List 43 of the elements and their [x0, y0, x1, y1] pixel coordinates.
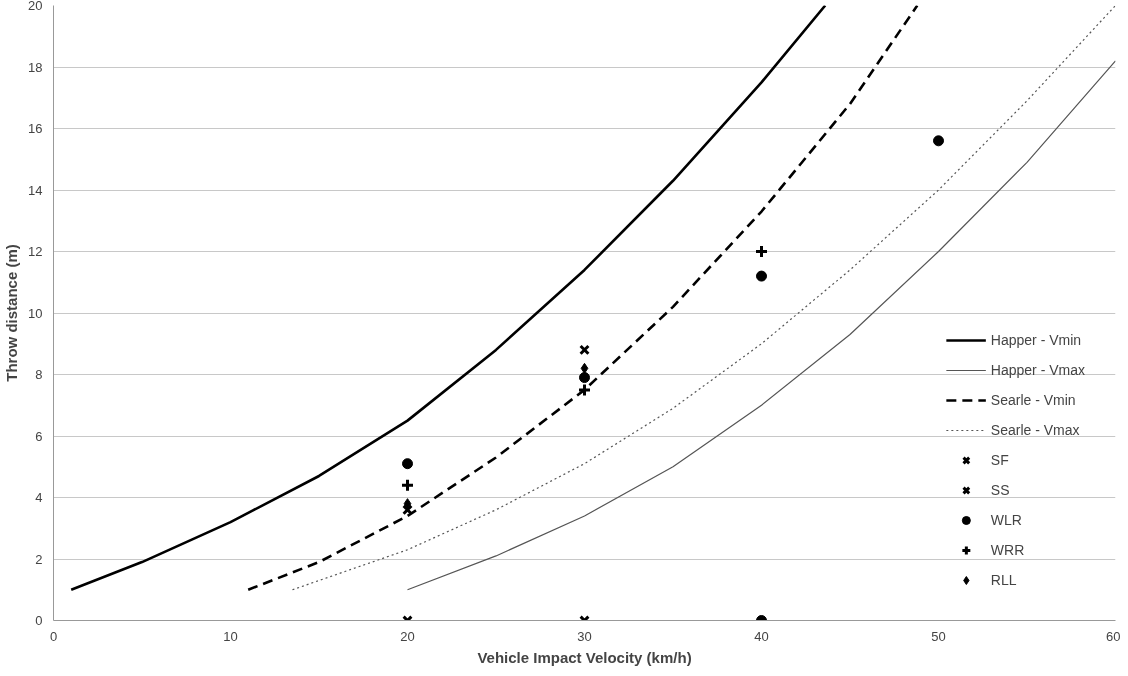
- x-tick-label: 50: [931, 628, 946, 644]
- y-tick-label: 8: [35, 367, 43, 382]
- x-tick-label: 20: [400, 628, 415, 644]
- x-tick-label: 30: [577, 628, 592, 644]
- legend-label: Searle - Vmin: [990, 392, 1076, 408]
- x-tick-label: 60: [1106, 628, 1121, 644]
- legend-label: WLR: [990, 512, 1022, 528]
- x-tick-label: 10: [223, 628, 238, 644]
- y-tick-label: 0: [35, 613, 43, 628]
- y-tick-label: 14: [28, 182, 43, 198]
- point: [577, 382, 592, 397]
- line-series: [69, 5, 827, 592]
- x-tick-label: 40: [754, 628, 769, 644]
- legend-label: Happer - Vmin: [990, 332, 1082, 348]
- point: [402, 458, 413, 470]
- legend-label: SF: [990, 452, 1010, 468]
- y-tick-label: 10: [28, 305, 43, 321]
- legend-label: RLL: [990, 572, 1017, 588]
- line-series: [246, 5, 919, 592]
- legend-label: SS: [990, 482, 1011, 498]
- y-axis-title: Throw distance (m): [3, 244, 21, 382]
- point: [400, 478, 415, 493]
- y-tick-label: 2: [35, 551, 43, 567]
- point: [580, 362, 589, 374]
- y-tick-label: 4: [35, 490, 43, 505]
- point: [754, 244, 769, 259]
- y-tick-label: 20: [28, 0, 43, 13]
- point: [579, 372, 590, 384]
- y-tick-label: 12: [28, 244, 43, 259]
- legend-label: Searle - Vmax: [990, 422, 1080, 438]
- y-tick-label: 18: [28, 59, 43, 75]
- y-tick-label: 6: [35, 428, 43, 444]
- point: [579, 344, 590, 356]
- y-tick-label: 16: [28, 121, 43, 136]
- point: [756, 270, 767, 282]
- x-tick-label: 0: [49, 628, 58, 644]
- line-series: [406, 60, 1116, 591]
- point: [933, 135, 944, 147]
- x-axis-title: Vehicle Impact Velocity (km/h): [477, 648, 692, 666]
- legend-label: Happer - Vmax: [990, 362, 1085, 378]
- point: [402, 504, 413, 516]
- line-series: [291, 5, 1116, 591]
- legend-label: WRR: [990, 542, 1025, 558]
